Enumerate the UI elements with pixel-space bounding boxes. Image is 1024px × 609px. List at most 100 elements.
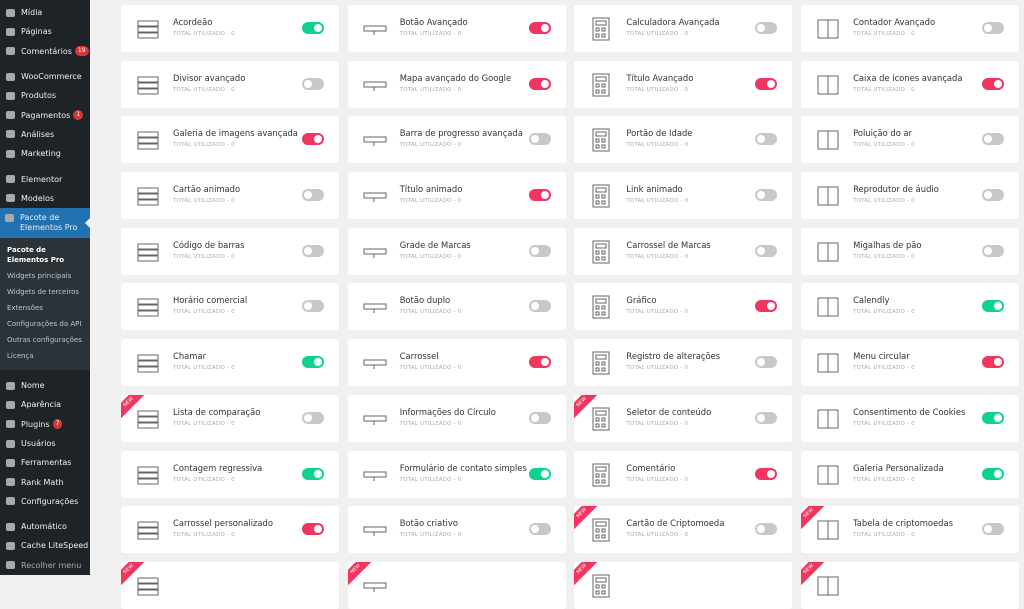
litespeed-icon <box>5 541 15 551</box>
sidebar-item-label: Pagamentos <box>21 110 71 120</box>
widget-title: Calendly <box>853 295 890 306</box>
sidebar-item[interactable]: Mídia <box>0 3 90 22</box>
sidebar-item[interactable]: Aparência <box>0 395 90 414</box>
widget-toggle[interactable] <box>302 22 324 34</box>
submenu-item[interactable]: Pacote de Elementos Pro <box>7 245 65 264</box>
widget-toggle[interactable] <box>302 411 324 424</box>
widget-title: Comentário <box>626 462 676 473</box>
sidebar-item[interactable]: Ferramentas <box>0 453 90 472</box>
sidebar-item[interactable]: Elementor <box>0 169 90 188</box>
widget-toggle[interactable] <box>755 300 778 313</box>
sidebar-item[interactable]: Recolher menu <box>0 556 90 575</box>
usage-count: TOTAL UTILIZADO - 0 <box>853 420 915 427</box>
sidebar-item[interactable]: Pagamentos 1 <box>0 105 90 124</box>
widget-title: Contador Avançado <box>853 17 936 27</box>
sidebar-item[interactable]: Plugins 7 <box>0 415 90 434</box>
widget-icon <box>592 128 610 152</box>
widget-toggle[interactable] <box>982 523 1005 536</box>
widget-toggle[interactable] <box>755 523 778 536</box>
usage-count: TOTAL UTILIZADO - 0 <box>173 532 235 539</box>
widget-toggle[interactable] <box>528 356 551 369</box>
sidebar-item[interactable]: Configurações <box>0 492 90 511</box>
sidebar-item-label: Modelos <box>21 193 55 203</box>
widget-toggle[interactable] <box>302 133 324 146</box>
sidebar-item[interactable]: Automático <box>0 517 90 536</box>
sidebar-item[interactable]: Usuários <box>0 434 90 453</box>
widget-toggle[interactable] <box>528 133 551 146</box>
widget-toggle[interactable] <box>528 467 551 480</box>
sidebar-item-label: Marketing <box>21 149 61 159</box>
widget-title: Lista de comparação <box>173 406 261 417</box>
widget-toggle[interactable] <box>755 133 778 146</box>
submenu-item[interactable]: Widgets principais <box>7 271 72 280</box>
widget-toggle[interactable] <box>302 244 324 257</box>
widget-title: Grade de Marcas <box>399 239 471 250</box>
sidebar-item[interactable]: Modelos <box>0 189 90 208</box>
widget-toggle[interactable] <box>982 77 1005 90</box>
sidebar-item[interactable]: WooCommerce <box>0 67 90 86</box>
widget-toggle[interactable] <box>528 22 551 34</box>
widget-toggle[interactable] <box>528 244 551 257</box>
sidebar-item[interactable]: Nome <box>0 376 90 395</box>
widget-grid: Acordeão TOTAL UTILIZADO - 0 Botão Avançad… <box>121 5 1020 609</box>
widget-toggle[interactable] <box>302 356 324 369</box>
media-icon <box>5 8 15 18</box>
usage-count: TOTAL UTILIZADO - 0 <box>173 253 235 260</box>
widget-toggle[interactable] <box>982 411 1005 424</box>
widget-toggle[interactable] <box>302 300 324 313</box>
collapse-icon <box>5 560 15 570</box>
sidebar-item[interactable]: Análises <box>0 125 90 144</box>
widget-toggle[interactable] <box>302 467 324 480</box>
widget-toggle[interactable] <box>755 467 778 480</box>
widget-toggle[interactable] <box>528 77 551 90</box>
submenu-item[interactable]: Licença <box>7 351 34 360</box>
sidebar-item[interactable]: Pacote de Elementos Pro <box>0 207 90 238</box>
sidebar-item[interactable]: Páginas <box>0 22 90 41</box>
usage-count: TOTAL UTILIZADO - 0 <box>853 86 915 93</box>
widget-title: Seletor de conteúdo <box>626 406 712 417</box>
widget-toggle[interactable] <box>982 22 1005 34</box>
widget-toggle[interactable] <box>528 523 551 536</box>
usage-count: TOTAL UTILIZADO - 0 <box>626 198 689 205</box>
widget-toggle[interactable] <box>302 77 324 90</box>
widget-toggle[interactable] <box>982 356 1005 369</box>
widget-icon <box>592 574 610 598</box>
submenu-item[interactable]: Outras configurações <box>7 335 82 344</box>
widget-toggle[interactable] <box>302 189 324 202</box>
widget-toggle[interactable] <box>755 77 778 90</box>
sidebar-item[interactable]: Rank Math <box>0 472 90 491</box>
widget-toggle[interactable] <box>755 244 778 257</box>
widget-icon <box>817 19 839 39</box>
widget-toggle[interactable] <box>982 244 1005 257</box>
widget-icon <box>363 192 387 203</box>
sidebar-item-label: Mídia <box>21 8 43 18</box>
widget-toggle[interactable] <box>982 467 1005 480</box>
submenu-item[interactable]: Widgets de terceiros <box>7 287 80 296</box>
widget-toggle[interactable] <box>982 133 1005 146</box>
widget-title: Menu circular <box>853 351 910 362</box>
sidebar-item[interactable]: Produtos <box>0 86 90 105</box>
usage-count: TOTAL UTILIZADO - 0 <box>173 198 235 205</box>
widget-toggle[interactable] <box>982 189 1005 202</box>
usage-count: TOTAL UTILIZADO - 0 <box>626 532 689 539</box>
megaphone-icon <box>5 149 15 159</box>
widget-toggle[interactable] <box>302 523 324 536</box>
widget-toggle[interactable] <box>528 411 551 424</box>
widget-toggle[interactable] <box>982 300 1005 313</box>
sidebar-item-label: Nome <box>21 381 45 391</box>
sidebar-item[interactable]: Comentários 19 <box>0 42 90 61</box>
widget-toggle[interactable] <box>528 300 551 313</box>
widget-icon <box>363 248 387 258</box>
widget-toggle[interactable] <box>755 411 778 424</box>
sidebar-item[interactable]: Cache LiteSpeed <box>0 536 90 555</box>
usage-count: TOTAL UTILIZADO - 0 <box>626 476 689 483</box>
sidebar-item[interactable]: Marketing <box>0 144 90 163</box>
widget-toggle[interactable] <box>528 189 551 202</box>
widget-toggle[interactable] <box>755 356 778 369</box>
submenu-item[interactable]: Configurações da API <box>7 319 82 328</box>
widget-toggle[interactable] <box>755 22 778 34</box>
usage-count: TOTAL UTILIZADO - 0 <box>853 31 915 37</box>
submenu-item[interactable]: Extensões <box>7 303 43 312</box>
widget-card: Galeria de imagens avançada TOTAL UTILIZA… <box>121 116 339 164</box>
widget-toggle[interactable] <box>755 189 778 202</box>
